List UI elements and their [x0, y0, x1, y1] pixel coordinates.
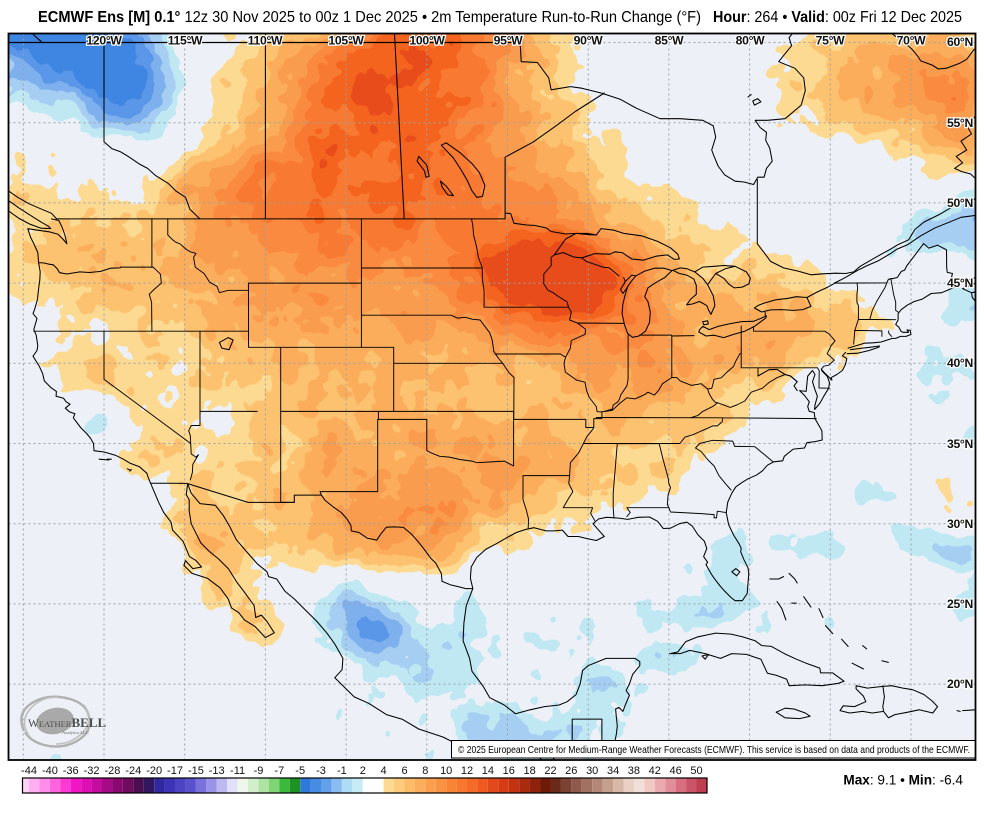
svg-text:8: 8: [422, 765, 428, 777]
svg-text:45°N: 45°N: [947, 276, 973, 290]
svg-text:-15: -15: [188, 765, 204, 777]
svg-text:100°W: 100°W: [409, 34, 445, 48]
svg-text:42: 42: [649, 765, 661, 777]
svg-text:-9: -9: [254, 765, 264, 777]
svg-text:-32: -32: [84, 765, 100, 777]
svg-text:20°N: 20°N: [947, 677, 973, 691]
svg-text:70°W: 70°W: [897, 34, 927, 48]
svg-text:-3: -3: [316, 765, 326, 777]
svg-text:6: 6: [401, 765, 407, 777]
svg-text:26: 26: [565, 765, 577, 777]
svg-text:30°N: 30°N: [947, 517, 973, 531]
svg-text:-28: -28: [104, 765, 120, 777]
svg-text:35°N: 35°N: [947, 437, 973, 451]
svg-text:110°W: 110°W: [248, 34, 283, 48]
svg-text:75°W: 75°W: [816, 34, 846, 48]
svg-text:40°N: 40°N: [947, 356, 973, 370]
svg-text:-17: -17: [167, 765, 183, 777]
svg-text:120°W: 120°W: [86, 34, 122, 48]
svg-text:55°N: 55°N: [947, 116, 973, 130]
svg-text:95°W: 95°W: [494, 34, 524, 48]
svg-text:22: 22: [544, 765, 556, 777]
svg-text:-44: -44: [21, 765, 37, 777]
svg-text:Hour: 264 • Valid: 00z Fri 12: Hour: 264 • Valid: 00z Fri 12 Dec 2025: [713, 9, 962, 26]
svg-text:4: 4: [381, 765, 387, 777]
svg-text:WEATHERBELL: WEATHERBELL: [28, 715, 106, 730]
svg-text:2: 2: [360, 765, 366, 777]
svg-text:60°N: 60°N: [947, 35, 973, 49]
svg-text:46: 46: [669, 765, 681, 777]
svg-text:16: 16: [503, 765, 515, 777]
svg-text:18: 18: [523, 765, 535, 777]
svg-text:105°W: 105°W: [328, 34, 364, 48]
svg-text:-13: -13: [209, 765, 225, 777]
svg-text:-20: -20: [146, 765, 162, 777]
svg-text:-7: -7: [274, 765, 284, 777]
svg-text:Max: 9.1 • Min: -6.4: Max: 9.1 • Min: -6.4: [843, 773, 963, 788]
svg-text:-36: -36: [63, 765, 79, 777]
svg-text:85°W: 85°W: [655, 34, 685, 48]
svg-text:38: 38: [628, 765, 640, 777]
svg-text:30: 30: [586, 765, 598, 777]
svg-text:50°N: 50°N: [947, 196, 973, 210]
svg-text:34: 34: [607, 765, 619, 777]
svg-text:25°N: 25°N: [947, 597, 973, 611]
svg-text:10: 10: [440, 765, 452, 777]
svg-text:115°W: 115°W: [168, 34, 203, 48]
svg-text:© 2025 European Centre for Med: © 2025 European Centre for Medium-Range …: [458, 745, 970, 756]
svg-text:90°W: 90°W: [574, 34, 604, 48]
svg-text:-40: -40: [42, 765, 58, 777]
svg-text:-5: -5: [295, 765, 305, 777]
svg-text:-1: -1: [337, 765, 347, 777]
svg-text:Analytics LLC: Analytics LLC: [62, 730, 89, 735]
svg-text:12: 12: [461, 765, 473, 777]
svg-text:50: 50: [690, 765, 702, 777]
svg-text:14: 14: [482, 765, 494, 777]
svg-text:ECMWF Ens [M] 0.1° 12z 30 Nov: ECMWF Ens [M] 0.1° 12z 30 Nov 2025 to 00…: [38, 9, 701, 26]
svg-text:-11: -11: [230, 765, 245, 777]
svg-text:-24: -24: [125, 765, 141, 777]
svg-text:80°W: 80°W: [736, 34, 766, 48]
